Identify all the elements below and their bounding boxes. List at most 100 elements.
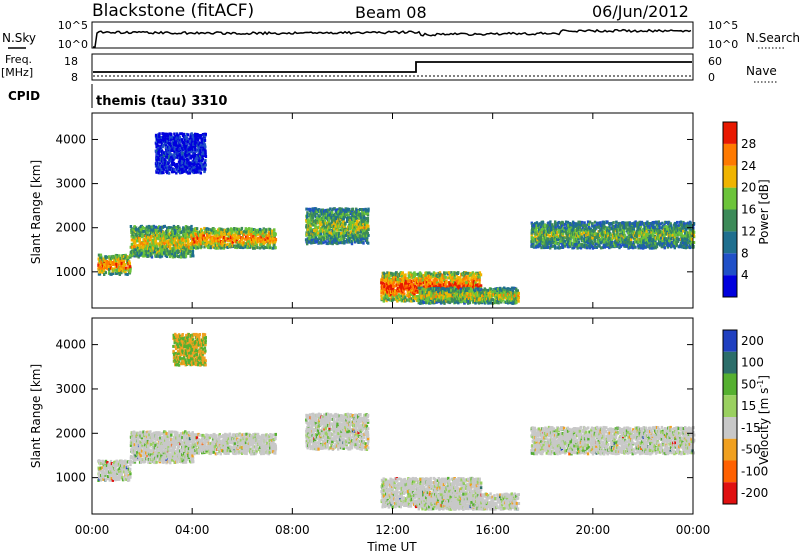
noise-tick-low-right: 10^0 — [708, 38, 738, 51]
power-echo-cell — [418, 290, 422, 293]
power-echo-cell — [483, 288, 487, 291]
date-title: 06/Jun/2012 — [592, 2, 689, 21]
power-echo-cell — [142, 237, 146, 241]
power-echo-cell — [470, 278, 474, 282]
power-echo-cell — [135, 234, 139, 238]
power-echo-cell — [426, 278, 429, 282]
power-echo-cell — [638, 234, 641, 238]
power-echo-cell — [232, 233, 235, 237]
power-echo-cell — [566, 234, 569, 238]
power-echo-cell — [166, 235, 169, 239]
power-echo-cell — [512, 286, 515, 290]
power-echo-cell — [175, 226, 178, 229]
power-echo-cell — [167, 252, 171, 256]
power-echo-cell — [321, 220, 325, 224]
power-echo-cell — [444, 297, 447, 301]
power-echo-cell — [166, 249, 169, 253]
power-echo-cell — [312, 221, 316, 225]
power-echo-cell — [430, 272, 433, 276]
power-echo-cell — [397, 280, 400, 284]
power-echo-cell — [176, 255, 179, 258]
power-echo-cell — [317, 241, 321, 245]
power-echo-cell — [589, 239, 592, 243]
power-echo-cell — [108, 268, 111, 271]
power-echo-cell — [585, 234, 588, 237]
power-echo-cell — [400, 294, 404, 298]
power-echo-cell — [544, 242, 547, 246]
power-echo-cell — [437, 290, 440, 294]
power-echo-cell — [485, 297, 488, 301]
power-echo-cell — [172, 231, 175, 235]
power-echo-cell — [218, 233, 221, 237]
power-echo-cell — [516, 291, 519, 295]
power-echo-cell — [235, 244, 238, 248]
power-echo-cell — [171, 255, 175, 259]
power-echo-cell — [430, 289, 433, 293]
power-echo-cell — [397, 293, 401, 297]
power-echo-cell — [464, 295, 467, 299]
power-echo-cell — [235, 238, 239, 242]
power-echo-cell — [341, 227, 344, 231]
power-echo-cell — [117, 263, 120, 267]
power-echo-cell — [402, 276, 405, 280]
power-echo-cell — [614, 235, 618, 239]
power-echo-cell — [608, 225, 611, 229]
power-echo-cell — [317, 208, 321, 212]
power-echo-cell — [169, 249, 172, 253]
power-echo-cell — [211, 236, 214, 240]
power-echo-cell — [347, 213, 350, 217]
power-echo-cell — [543, 223, 547, 227]
power-echo-cell — [475, 278, 479, 281]
power-echo-cell — [448, 281, 451, 285]
power-echo-cell — [589, 227, 593, 231]
power-echo-cell — [490, 294, 494, 298]
power-echo-cell — [568, 225, 572, 229]
power-echo-cell — [610, 233, 613, 237]
power-echo-cell — [239, 242, 242, 246]
power-echo-cell — [357, 227, 360, 231]
power-echo-cell — [551, 244, 555, 248]
power-echo-cell — [198, 235, 201, 239]
power-echo-cell — [353, 238, 357, 242]
power-echo-cell — [422, 301, 425, 304]
power-echo-cell — [425, 282, 428, 286]
power-echo-cell — [188, 229, 191, 233]
power-echo-cell — [188, 226, 192, 230]
power-echo-cell — [428, 291, 431, 295]
power-echo-cell — [154, 235, 157, 239]
power-echo-cell — [316, 239, 319, 243]
power-echo-cell — [546, 237, 550, 241]
power-echo-cell — [334, 220, 337, 224]
power-echo-cell — [403, 292, 406, 296]
power-echo-cell — [642, 246, 645, 250]
power-echo-cell — [412, 299, 416, 303]
power-echo-cell — [599, 241, 602, 245]
power-echo-cell — [218, 227, 221, 231]
power-echo-cell — [144, 247, 148, 251]
power-echo-cell — [156, 226, 160, 230]
power-echo-cell — [116, 258, 119, 262]
power-echo-cell — [112, 262, 115, 266]
power-echo-cell — [334, 231, 337, 235]
power-echo-cell — [415, 295, 419, 298]
power-echo-cell — [480, 288, 483, 292]
power-echo-cell — [186, 237, 190, 241]
power-echo-cell — [441, 290, 445, 293]
power-echo-cell — [119, 257, 122, 260]
power-echo-cell — [176, 233, 179, 237]
power-echo-cell — [440, 277, 443, 281]
power-echo-cell — [530, 244, 533, 248]
power-echo-cell — [425, 280, 428, 284]
power-echo-cell — [124, 272, 127, 276]
power-echo-cell — [475, 276, 478, 279]
power-echo-cell — [187, 235, 191, 239]
power-echo-cell — [467, 271, 470, 275]
power-echo-cell — [266, 243, 270, 246]
power-echo-cell — [121, 269, 125, 273]
power-echo-cell — [305, 207, 308, 211]
power-echo-cell — [245, 227, 248, 231]
power-echo-cell — [471, 275, 474, 279]
power-echo-cell — [355, 230, 358, 234]
power-echo-cell — [131, 232, 134, 236]
power-echo-cell — [140, 248, 143, 252]
